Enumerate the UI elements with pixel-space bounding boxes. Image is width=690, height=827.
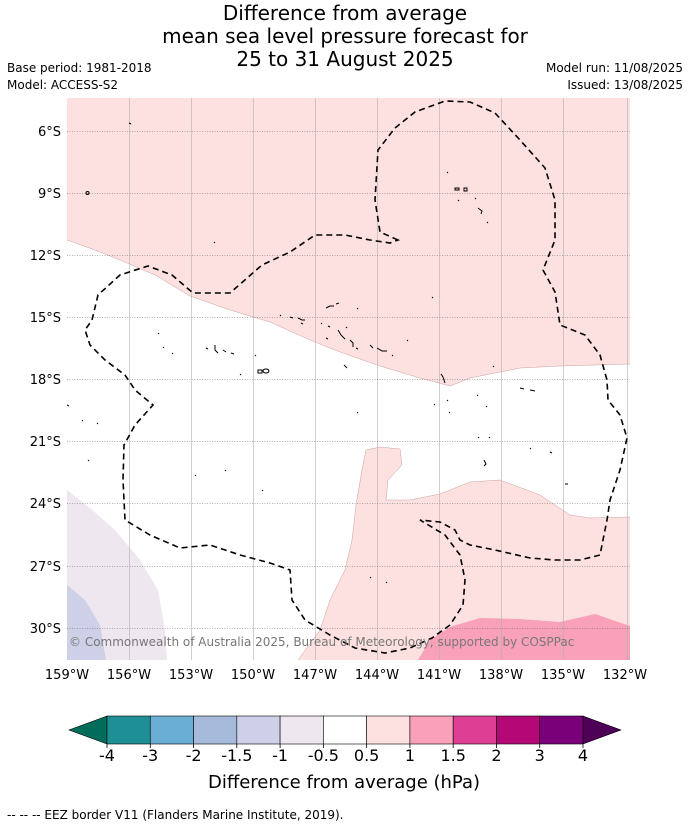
lat-label: 21°S — [30, 435, 61, 450]
lat-label: 18°S — [30, 373, 61, 388]
model-info: Base period: 1981-2018 Model: ACCESS-S2 — [7, 60, 152, 94]
run-info: Model run: 11/08/2025 Issued: 13/08/2025 — [546, 60, 683, 94]
colorbar-swatch — [452, 715, 497, 745]
title-line-2: mean sea level pressure forecast for — [162, 24, 528, 48]
longitude-labels: 159°W 156°W 153°W 150°W 147°W 144°W 141°… — [45, 668, 647, 683]
lon-label: 150°W — [231, 668, 275, 683]
anomaly-region-north — [67, 98, 630, 386]
colorbar-swatch — [539, 715, 584, 745]
lat-label: 30°S — [30, 622, 61, 637]
colorbar-swatch — [409, 715, 454, 745]
issued-date: Issued: 13/08/2025 — [567, 78, 683, 92]
colorbar: -4 -3 -2 -1.5 -1 -0.5 0.5 1 1.5 2 3 4 — [68, 715, 622, 765]
model-run-date: Model run: 11/08/2025 — [545, 61, 683, 75]
colorbar-tick-label: 4 — [578, 746, 588, 765]
anomaly-region-strong — [418, 614, 630, 660]
colorbar-swatch — [279, 715, 324, 745]
colorbar-swatch — [193, 715, 238, 745]
title-line-1: Difference from average — [222, 1, 468, 25]
colorbar-swatch — [236, 715, 281, 745]
colorbar-tick-label: 2 — [491, 746, 501, 765]
anomaly-region-low-2 — [67, 585, 106, 660]
colorbar-tick-label: -3 — [142, 746, 158, 765]
lon-label: 144°W — [355, 668, 399, 683]
lat-label: 15°S — [30, 311, 61, 326]
colorbar-tick-label: 1 — [405, 746, 415, 765]
colorbar-low-extension — [68, 715, 108, 745]
colorbar-tick-label: -1 — [272, 746, 288, 765]
colorbar-tick-label: -1.5 — [221, 746, 252, 765]
colorbar-tick-label: -0.5 — [308, 746, 339, 765]
colorbar-swatch — [106, 715, 151, 745]
colorbar-title: Difference from average (hPa) — [208, 772, 480, 793]
colorbar-tick-label: 1.5 — [440, 746, 465, 765]
colorbar-swatch — [366, 715, 411, 745]
islands — [67, 122, 568, 584]
lat-label: 24°S — [30, 497, 61, 512]
eez-footnote: -- -- -- EEZ border V11 (Flanders Marine… — [7, 808, 344, 822]
copyright-notice: © Commonwealth of Australia 2025, Bureau… — [69, 635, 574, 649]
model-name: Model: ACCESS-S2 — [7, 78, 119, 92]
colorbar-high-extension — [582, 715, 622, 745]
lon-label: 159°W — [45, 668, 89, 683]
lon-label: 138°W — [479, 668, 523, 683]
lat-label: 9°S — [38, 187, 61, 202]
anomaly-region-south — [298, 447, 630, 660]
lat-label: 12°S — [30, 249, 61, 264]
lon-label: 147°W — [293, 668, 337, 683]
map-title: Difference from average mean sea level p… — [0, 2, 690, 71]
colorbar-swatch — [323, 715, 367, 745]
lon-label: 135°W — [541, 668, 585, 683]
lon-label: 141°W — [417, 668, 461, 683]
lon-label: 132°W — [603, 668, 647, 683]
map-plot-area: © Commonwealth of Australia 2025, Bureau… — [67, 98, 630, 660]
colorbar-tick-label: 0.5 — [354, 746, 379, 765]
colorbar-tick-label: 3 — [535, 746, 545, 765]
lon-label: 156°W — [107, 668, 151, 683]
colorbar-swatch — [149, 715, 194, 745]
latitude-labels: 6°S 9°S 12°S 15°S 18°S 21°S 24°S 27°S 30… — [30, 125, 61, 637]
colorbar-tick-label: -2 — [186, 746, 202, 765]
colorbar-tick-label: -4 — [99, 746, 115, 765]
base-period: Base period: 1981-2018 — [7, 61, 152, 75]
colorbar-swatch — [496, 715, 541, 745]
lat-label: 6°S — [38, 125, 61, 140]
lon-label: 153°W — [169, 668, 213, 683]
lat-label: 27°S — [30, 560, 61, 575]
title-line-3: 25 to 31 August 2025 — [236, 47, 454, 71]
